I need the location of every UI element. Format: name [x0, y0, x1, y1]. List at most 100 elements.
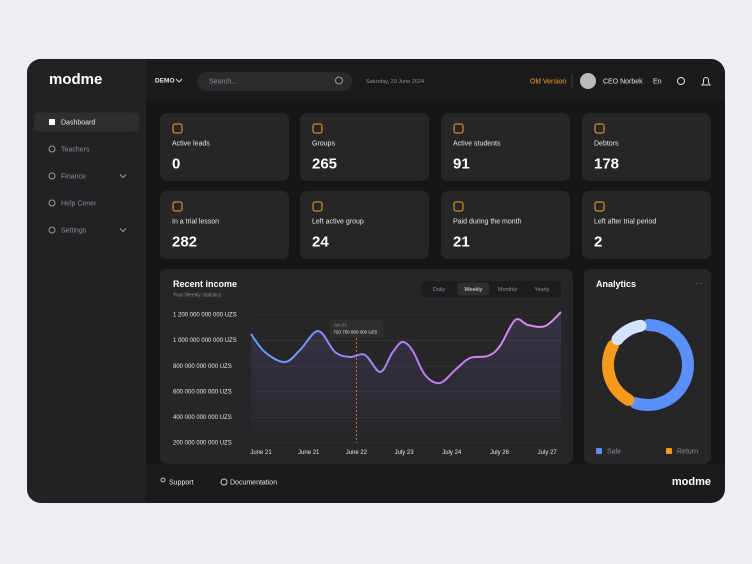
footer-logo: modme	[672, 476, 711, 488]
x-tick-label: July 27	[538, 450, 558, 456]
tab[interactable]: Monthly	[498, 287, 518, 293]
tab-selected	[457, 282, 490, 296]
nav-item[interactable]: Settings	[61, 227, 87, 234]
date: Saturday, 29 June 2024	[366, 79, 424, 85]
legend-label: Sale	[607, 448, 621, 455]
stat-icon	[594, 123, 605, 134]
demo-select[interactable]: DEMO	[155, 78, 175, 85]
stat-card	[160, 113, 289, 181]
y-tick-label: 200 000 000 000 UZS	[173, 441, 232, 447]
bell-icon[interactable]	[701, 77, 711, 86]
sidebar	[27, 59, 146, 503]
support-link[interactable]: Support	[169, 479, 194, 486]
theme-icon[interactable]	[677, 77, 685, 85]
stat-card	[300, 191, 429, 259]
donut-segment	[611, 319, 647, 346]
tooltip-value: 720 750 000 000 UZS	[333, 330, 377, 335]
analytics-panel	[584, 269, 711, 464]
nav-item[interactable]: Help Cener	[61, 200, 97, 207]
more-button[interactable]: ···	[695, 279, 703, 288]
stat-card	[582, 113, 711, 181]
stat-label: Active students	[453, 140, 501, 147]
x-tick-label: July 23	[395, 450, 415, 456]
stat-icon	[312, 123, 323, 134]
documentation-link[interactable]: Documentation	[230, 479, 277, 486]
user-name[interactable]: CEO Norbek	[603, 78, 643, 85]
stat-label: Left active group	[312, 218, 364, 225]
stat-icon	[594, 201, 605, 212]
stat-card	[582, 191, 711, 259]
tab-group	[421, 281, 561, 297]
legend-swatch	[596, 448, 602, 454]
stat-label: Debtors	[594, 140, 619, 147]
legend-swatch	[666, 448, 672, 454]
nav-item[interactable]: Teachers	[61, 146, 90, 153]
support-icon	[160, 477, 166, 483]
search-placeholder: Search...	[209, 78, 237, 85]
donut-segment	[629, 319, 694, 411]
nav-icon	[48, 172, 56, 180]
chevron	[175, 78, 183, 83]
tab[interactable]: Weekly	[464, 287, 482, 293]
stat-value: 0	[172, 155, 180, 172]
stat-label: Left after trial period	[594, 218, 656, 225]
x-tick-label: June 21	[250, 450, 272, 456]
income-line	[250, 311, 562, 385]
stat-icon	[172, 201, 183, 212]
search-icon	[335, 76, 343, 85]
stat-card	[300, 113, 429, 181]
stat-value: 265	[312, 155, 337, 172]
stat-label: Paid during the month	[453, 218, 522, 225]
stat-card	[441, 191, 570, 259]
stat-label: In a trial lesson	[172, 218, 219, 225]
chart-title: Analytics	[596, 279, 636, 289]
avatar[interactable]	[580, 73, 596, 89]
nav-item[interactable]: Finance	[61, 173, 86, 180]
legend-label: Return	[677, 448, 698, 455]
nav-chevron	[119, 228, 127, 233]
nav-item[interactable]: Dashboard	[61, 119, 95, 126]
x-tick-label: July 26	[490, 450, 510, 456]
stat-icon	[172, 123, 183, 134]
tooltip	[329, 320, 384, 338]
nav-icon	[48, 199, 56, 207]
stat-card	[441, 113, 570, 181]
stat-label: Active leads	[172, 140, 210, 147]
x-tick-label: June 22	[346, 450, 368, 456]
nav-chevron	[119, 174, 127, 179]
stat-value: 24	[312, 233, 329, 250]
stat-value: 282	[172, 233, 197, 250]
stat-value: 178	[594, 155, 619, 172]
nav-selected	[34, 112, 139, 132]
chart-subtitle: Your Weekly statistics	[173, 292, 222, 298]
nav-icon	[48, 145, 56, 153]
old-version-link[interactable]: Old Version	[530, 78, 566, 85]
stat-value: 21	[453, 233, 470, 250]
x-tick-label: July 24	[442, 450, 462, 456]
stat-card	[160, 191, 289, 259]
y-tick-label: 1 000 000 000 000 UZS	[173, 338, 237, 344]
tab[interactable]: Yearly	[534, 287, 549, 293]
y-tick-label: 800 000 000 000 UZS	[173, 364, 232, 370]
tooltip-date: Jun 01	[333, 323, 347, 328]
y-tick-label: 1 200 000 000 000 UZS	[173, 313, 237, 319]
stat-value: 2	[594, 233, 602, 250]
stat-icon	[453, 201, 464, 212]
doc-icon	[220, 478, 228, 486]
search-box[interactable]	[197, 72, 352, 91]
nav-icon	[48, 226, 56, 234]
tab[interactable]: Daily	[433, 287, 445, 293]
x-tick-label: June 21	[298, 450, 320, 456]
stat-icon	[453, 123, 464, 134]
stat-label: Groups	[312, 140, 335, 147]
chart-title: Recent income	[173, 279, 237, 289]
stat-icon	[312, 201, 323, 212]
nav-icon	[49, 119, 55, 125]
donut-segment	[602, 339, 635, 406]
stat-value: 91	[453, 155, 470, 172]
y-tick-label: 400 000 000 000 UZS	[173, 415, 232, 421]
logo: modme	[49, 71, 102, 88]
y-tick-label: 600 000 000 000 UZS	[173, 389, 232, 395]
language[interactable]: En	[653, 78, 662, 85]
